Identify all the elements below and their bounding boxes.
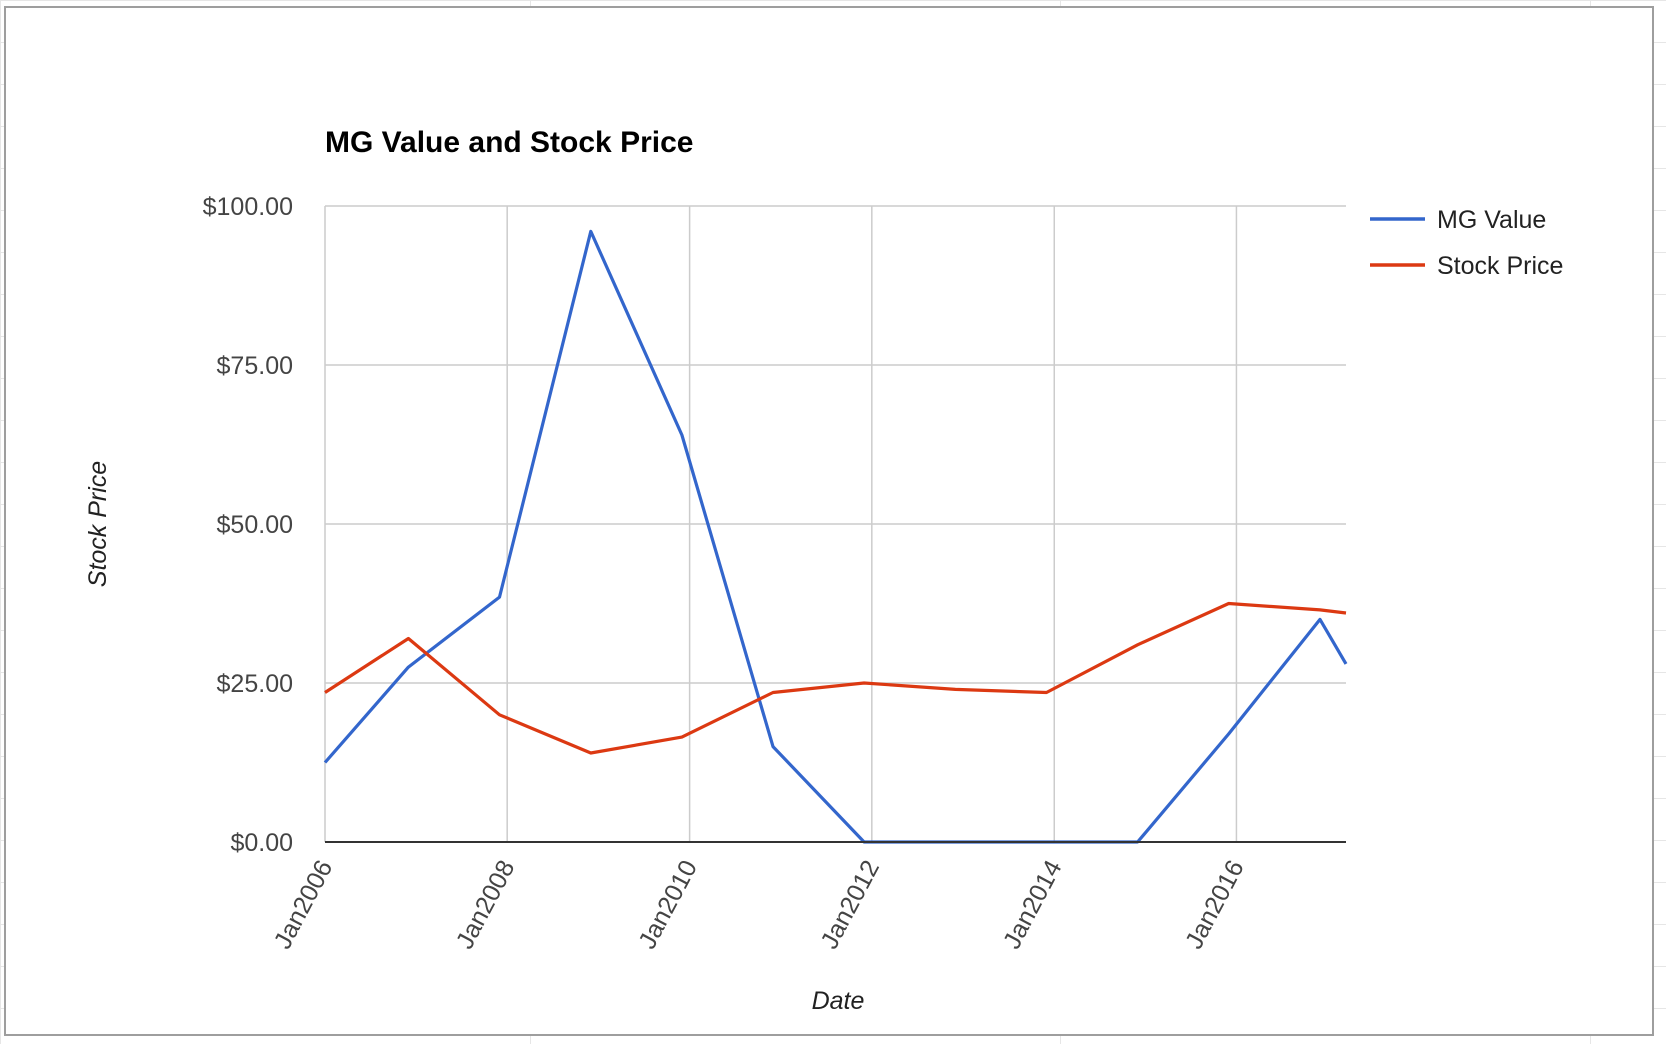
legend[interactable]: MG Value Stock Price [1370, 206, 1563, 280]
y-tick-label: $25.00 [217, 670, 293, 698]
x-tick-label: Jan2014 [998, 856, 1068, 954]
x-tick-label: Jan2006 [269, 856, 339, 954]
y-tick-label: $50.00 [217, 511, 293, 539]
x-tick-label: Jan2016 [1180, 856, 1250, 954]
x-tick-label: Jan2012 [815, 856, 885, 954]
x-tick-label: Jan2010 [633, 856, 703, 954]
y-axis-title: Stock Price [84, 461, 112, 587]
x-tick-label: Jan2008 [451, 856, 521, 954]
x-axis-ticks: Jan2006 Jan2008 Jan2010 Jan2012 Jan2014 Jan20… [269, 856, 1250, 954]
y-tick-label: $75.00 [217, 352, 293, 380]
y-axis-ticks: $0.00 $25.00 $50.00 $75.00 $100.00 [203, 193, 293, 857]
series-line-stock-price[interactable] [324, 601, 1347, 755]
legend-label-stock-price[interactable]: Stock Price [1437, 252, 1563, 280]
chart-frame[interactable] [4, 6, 1654, 1036]
series-group [323, 229, 1348, 844]
grid-lines [324, 205, 1346, 842]
chart-title: MG Value and Stock Price [325, 126, 693, 159]
y-tick-label: $0.00 [230, 829, 293, 857]
x-axis-title: Date [812, 987, 865, 1015]
y-tick-label: $100.00 [203, 193, 293, 221]
series-line-mg-value[interactable] [323, 229, 1348, 844]
legend-label-mg-value[interactable]: MG Value [1437, 206, 1546, 234]
